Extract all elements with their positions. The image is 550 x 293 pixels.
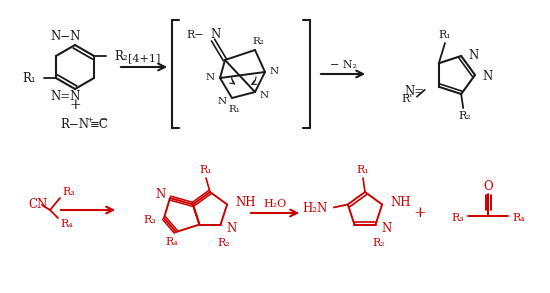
Text: R₁: R₁ — [357, 165, 369, 175]
Text: N: N — [382, 222, 392, 235]
Text: NH: NH — [390, 196, 411, 209]
Text: NH: NH — [235, 196, 256, 209]
Text: +: + — [69, 98, 81, 112]
Text: R': R' — [402, 94, 413, 104]
Text: R₁: R₁ — [228, 105, 240, 115]
Text: R₁: R₁ — [200, 165, 212, 175]
Text: R₁: R₁ — [23, 71, 36, 84]
Text: N=N: N=N — [50, 91, 81, 103]
Text: R₄: R₄ — [60, 219, 73, 229]
Text: R−N: R−N — [60, 118, 90, 132]
Text: H₂O: H₂O — [263, 199, 287, 209]
Text: R₂: R₂ — [459, 111, 471, 121]
Text: N: N — [156, 188, 166, 200]
Text: R₄: R₄ — [166, 237, 178, 247]
Text: N: N — [260, 91, 269, 100]
Text: H₂N: H₂N — [302, 202, 328, 215]
Text: R₂: R₂ — [217, 238, 230, 248]
Text: −: − — [100, 115, 108, 125]
Text: R₂: R₂ — [114, 50, 128, 62]
Text: [4+1]: [4+1] — [128, 53, 160, 63]
Text: N: N — [210, 28, 220, 42]
Text: N: N — [218, 96, 227, 105]
Text: N−N: N−N — [50, 30, 81, 43]
Text: CN: CN — [28, 198, 47, 212]
Text: R₄: R₄ — [512, 213, 525, 223]
Text: R₃: R₃ — [62, 187, 75, 197]
Text: ≡C: ≡C — [90, 118, 109, 132]
Text: R₂: R₂ — [372, 238, 385, 248]
Text: R₃: R₃ — [143, 215, 156, 225]
Text: N: N — [270, 67, 279, 76]
Text: +: + — [86, 116, 93, 124]
Text: N: N — [227, 222, 237, 235]
Text: R₁: R₁ — [439, 30, 452, 40]
Text: N=: N= — [405, 85, 425, 98]
Text: N: N — [206, 74, 215, 83]
Text: N: N — [468, 50, 478, 62]
Text: N: N — [482, 71, 492, 84]
Text: +: + — [414, 206, 426, 220]
Text: R₃: R₃ — [451, 213, 464, 223]
Text: R−: R− — [186, 30, 204, 40]
Text: R₂: R₂ — [252, 38, 264, 47]
Text: O: O — [483, 180, 493, 193]
Text: − N₂: − N₂ — [329, 60, 356, 70]
